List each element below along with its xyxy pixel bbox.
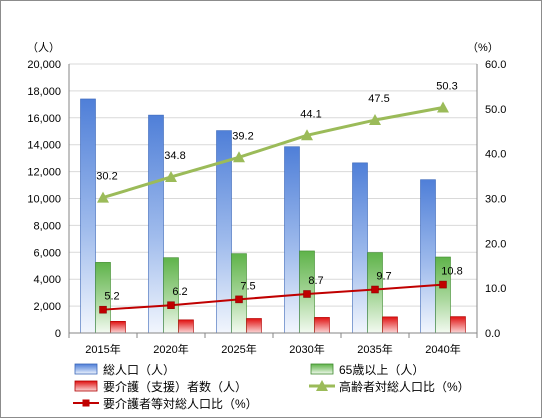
- legend-swatch: [74, 380, 98, 392]
- left-axis-tick-label: 8,000: [33, 220, 61, 232]
- data-label: 34.8: [164, 150, 185, 162]
- legend: 総人口（人） 65歳以上（人） 要介護（支援）者数（人） 高齢者対総人口比（%） 要介護…: [73, 363, 470, 411]
- data-label: 50.3: [436, 80, 457, 92]
- legend-label: 高齢者対総人口比（%）: [339, 379, 470, 394]
- data-label: 5.2: [104, 291, 119, 303]
- right-axis-tick-label: 60.0: [485, 59, 506, 71]
- data-point: [369, 114, 381, 126]
- legend-marker: [316, 380, 328, 391]
- legend-label: 65歳以上（人）: [339, 363, 424, 377]
- right-axis-tick-label: 10.0: [485, 283, 506, 295]
- data-point: [439, 280, 447, 289]
- bar: [178, 319, 194, 334]
- right-axis-tick-label: 40.0: [485, 149, 506, 161]
- bar: [352, 162, 368, 334]
- data-label: 10.8: [441, 266, 462, 278]
- bar: [246, 318, 262, 334]
- right-axis-tick-label: 20.0: [485, 238, 506, 250]
- x-axis-category-label: 2025年: [221, 342, 256, 356]
- x-axis-category-label: 2035年: [357, 342, 392, 356]
- legend-swatch: [310, 363, 334, 375]
- gridlines: [69, 63, 477, 307]
- axes: 0 2,000 4,000 6,000 8,000 10,000 12,000 14,000 1…: [27, 59, 506, 356]
- data-point: [99, 305, 107, 314]
- legend-label: 要介護（支援）者数（人）: [103, 379, 247, 394]
- bar: [382, 316, 398, 334]
- x-axis-category-label: 2020年: [153, 342, 188, 356]
- data-label: 8.7: [308, 275, 323, 287]
- left-axis-tick-label: 4,000: [33, 274, 61, 286]
- left-axis-tick-label: 10,000: [27, 194, 61, 206]
- line-series: 30.2 34.8 39.2 44.1 47.5 50.3 5.2 6.2 7.5 8.7 9.7 1…: [96, 80, 463, 314]
- data-label: 44.1: [300, 108, 321, 120]
- left-axis-tick-label: 18,000: [27, 86, 61, 98]
- legend-swatch: [74, 363, 98, 375]
- legend-marker: [82, 399, 90, 407]
- left-axis-tick-label: 20,000: [27, 59, 61, 71]
- legend-label: 総人口（人）: [103, 363, 175, 377]
- series-line: [102, 283, 444, 311]
- right-axis-unit-label: （%）: [467, 41, 499, 54]
- left-axis-tick-label: 14,000: [27, 140, 61, 152]
- left-axis-tick-label: 6,000: [33, 247, 61, 259]
- data-label: 30.2: [96, 171, 117, 183]
- left-axis-unit-label: （人）: [27, 41, 60, 54]
- data-point: [167, 301, 175, 309]
- data-point: [165, 170, 177, 182]
- bar: [80, 98, 96, 334]
- right-axis-tick-label: 0.0: [485, 328, 500, 340]
- data-label: 7.5: [240, 280, 255, 292]
- data-point: [371, 285, 379, 294]
- bar: [284, 146, 300, 334]
- bar: [148, 114, 164, 334]
- data-point: [303, 290, 311, 298]
- left-axis-tick-label: 0: [55, 328, 61, 340]
- left-axis-tick-label: 16,000: [27, 113, 61, 125]
- data-point: [235, 295, 243, 304]
- bar: [231, 253, 247, 334]
- data-label: 9.7: [376, 271, 391, 283]
- data-label: 6.2: [172, 286, 187, 298]
- x-axis-category-label: 2040年: [425, 342, 460, 356]
- bar: [420, 179, 436, 334]
- series-line: [102, 106, 444, 200]
- data-point: [301, 129, 313, 141]
- data-point: [437, 101, 449, 113]
- bars: [80, 98, 466, 334]
- bar: [450, 316, 466, 334]
- data-point: [97, 191, 109, 203]
- legend-label: 要介護者等対総人口比（%）: [103, 396, 258, 411]
- bar: [314, 317, 330, 334]
- data-label: 39.2: [232, 130, 253, 142]
- right-axis-tick-label: 50.0: [485, 104, 506, 116]
- left-axis-tick-label: 12,000: [27, 167, 61, 179]
- data-label: 47.5: [368, 93, 389, 105]
- data-point: [233, 151, 245, 163]
- x-axis-category-label: 2015年: [85, 342, 120, 356]
- bar: [110, 320, 126, 334]
- right-axis-tick-label: 30.0: [485, 194, 506, 206]
- left-axis-tick-label: 2,000: [33, 301, 61, 313]
- x-axis-category-label: 2030年: [289, 342, 324, 356]
